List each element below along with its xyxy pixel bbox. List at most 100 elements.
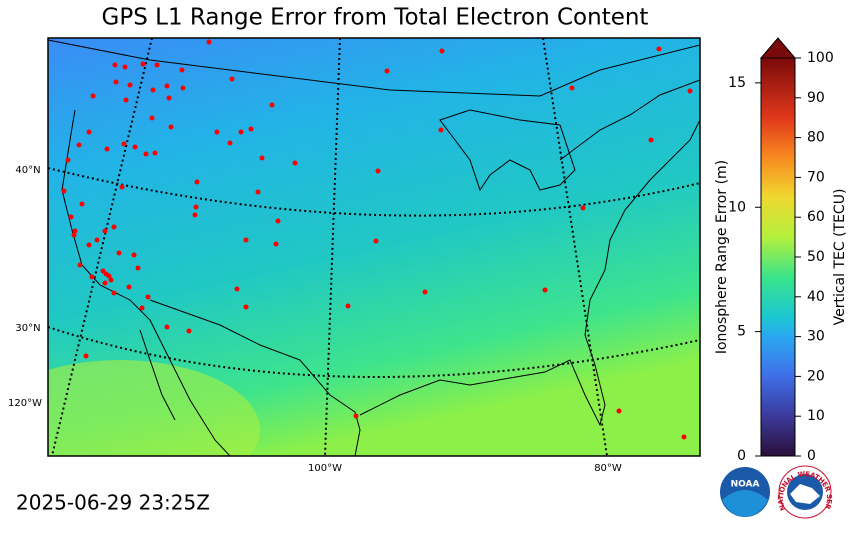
station	[94, 237, 100, 243]
station	[269, 102, 275, 108]
station	[154, 62, 160, 68]
station	[89, 274, 95, 280]
station	[113, 79, 119, 85]
station	[112, 62, 118, 68]
colorbar: 0 5 10 15 0 10 20 30 40 50 60 70 80 90 100	[728, 37, 834, 464]
station	[65, 157, 71, 163]
station	[345, 303, 351, 309]
station	[687, 88, 693, 94]
tick-label: 0	[807, 448, 816, 464]
station	[438, 127, 444, 133]
station	[122, 64, 128, 70]
station	[255, 189, 261, 195]
station	[102, 280, 108, 286]
station	[121, 141, 127, 147]
station	[164, 83, 170, 89]
station	[229, 76, 235, 82]
station	[384, 68, 390, 74]
station	[166, 95, 172, 101]
station	[71, 232, 77, 238]
station	[616, 408, 622, 414]
map-frame	[47, 37, 701, 457]
tick-label: 10	[807, 408, 825, 424]
station	[238, 129, 244, 135]
station	[180, 85, 186, 91]
station	[116, 250, 122, 256]
tick-label: 10	[728, 199, 746, 215]
station	[131, 252, 137, 258]
station	[102, 228, 108, 234]
station	[542, 287, 548, 293]
station	[111, 224, 117, 230]
axis-label: Vertical TEC (TECU)	[832, 189, 848, 326]
tick-label: 60	[807, 209, 825, 225]
tick-label: 50	[807, 249, 825, 265]
lon-label: 120°W	[8, 398, 42, 409]
map	[48, 38, 700, 456]
station	[106, 273, 112, 279]
tick-label: 15	[728, 75, 746, 91]
colorbar-extension	[759, 37, 797, 59]
station	[111, 290, 117, 296]
lat-label: 30°N	[15, 323, 40, 334]
station	[123, 97, 129, 103]
station	[108, 277, 114, 283]
timestamp: 2025-06-29 23:25Z	[16, 491, 210, 515]
station	[353, 413, 359, 419]
station	[132, 144, 138, 150]
station	[139, 305, 145, 311]
lon-label: 100°W	[308, 463, 342, 474]
station	[192, 212, 198, 218]
station	[259, 155, 265, 161]
axis-label: Ionosphere Range Error (m)	[714, 160, 730, 354]
station	[227, 140, 233, 146]
tick-label: 20	[807, 368, 825, 384]
station	[186, 328, 192, 334]
station	[193, 204, 199, 210]
lat-label: 40°N	[15, 165, 40, 176]
station	[206, 39, 212, 45]
lon-label: 80°W	[594, 463, 622, 474]
station	[140, 61, 146, 67]
station	[648, 137, 654, 143]
station	[79, 201, 85, 207]
station	[83, 353, 89, 359]
tick-label: 5	[737, 324, 746, 340]
station	[373, 238, 379, 244]
station	[234, 286, 240, 292]
graticule	[48, 38, 700, 456]
station	[681, 434, 687, 440]
station	[292, 160, 298, 166]
station	[243, 237, 249, 243]
station	[143, 151, 149, 157]
station	[179, 67, 185, 73]
station	[439, 48, 445, 54]
station	[135, 265, 141, 271]
station	[569, 85, 575, 91]
station	[149, 115, 155, 121]
station	[104, 146, 110, 152]
station	[152, 150, 158, 156]
station	[375, 168, 381, 174]
title: GPS L1 Range Error from Total Electron C…	[102, 5, 649, 31]
station	[164, 324, 170, 330]
logo-text: NOAA	[731, 480, 760, 490]
station	[168, 124, 174, 130]
station	[76, 142, 82, 148]
station	[86, 242, 92, 248]
station	[150, 87, 156, 93]
station	[68, 214, 74, 220]
station	[145, 294, 151, 300]
noaa-logo: NOAA	[720, 467, 770, 517]
station	[61, 188, 67, 194]
station	[126, 284, 132, 290]
station	[127, 82, 133, 88]
tec-field	[48, 360, 260, 456]
tick-label: 90	[807, 90, 825, 106]
stations	[61, 39, 693, 440]
tick-label: 40	[807, 289, 825, 305]
station	[273, 241, 279, 247]
station	[214, 129, 220, 135]
tick-label: 80	[807, 130, 825, 146]
